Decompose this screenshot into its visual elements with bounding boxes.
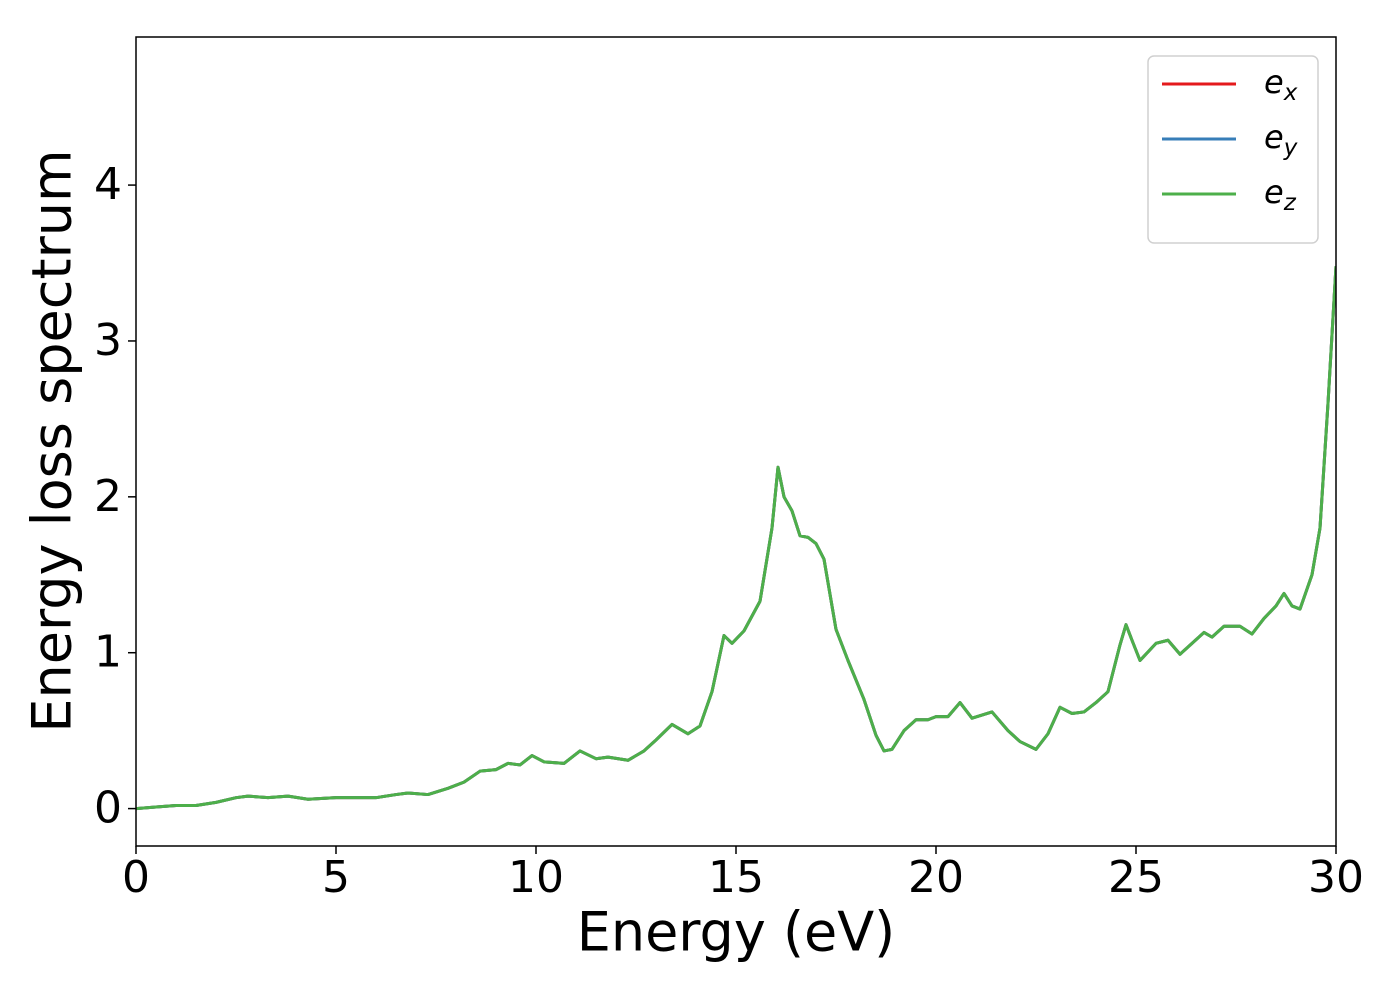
y-tick-label: 1 [94, 627, 122, 678]
legend-label-part: e [1264, 63, 1284, 101]
legend-label-part: e [1264, 173, 1284, 211]
x-tick-label: 10 [508, 852, 564, 903]
legend-label-part: e [1264, 118, 1284, 156]
x-tick-label: 15 [708, 852, 764, 903]
legend-label-part: x [1283, 80, 1298, 106]
y-axis-label: Energy loss spectrum [21, 149, 84, 732]
legend-label: ex [1264, 63, 1298, 106]
y-tick-label: 0 [94, 783, 122, 834]
x-tick-label: 30 [1308, 852, 1364, 903]
legend-box [1147, 55, 1319, 244]
line [136, 266, 1336, 811]
y-tick-label: 2 [94, 471, 122, 522]
legend-label-part: z [1283, 190, 1297, 216]
legend-label: ey [1264, 118, 1298, 161]
plot-frame [135, 36, 1337, 847]
x-axis-label: Energy (eV) [577, 901, 896, 964]
y-tick-label: 4 [94, 159, 122, 210]
x-tick-label: 5 [322, 852, 350, 903]
x-tick-label: 20 [908, 852, 964, 903]
legend-label: ez [1264, 173, 1297, 216]
y-tick-label: 3 [94, 315, 122, 366]
x-tick-label: 0 [122, 852, 150, 903]
legend-label-part: y [1283, 135, 1298, 161]
x-tick-label: 25 [1108, 852, 1164, 903]
